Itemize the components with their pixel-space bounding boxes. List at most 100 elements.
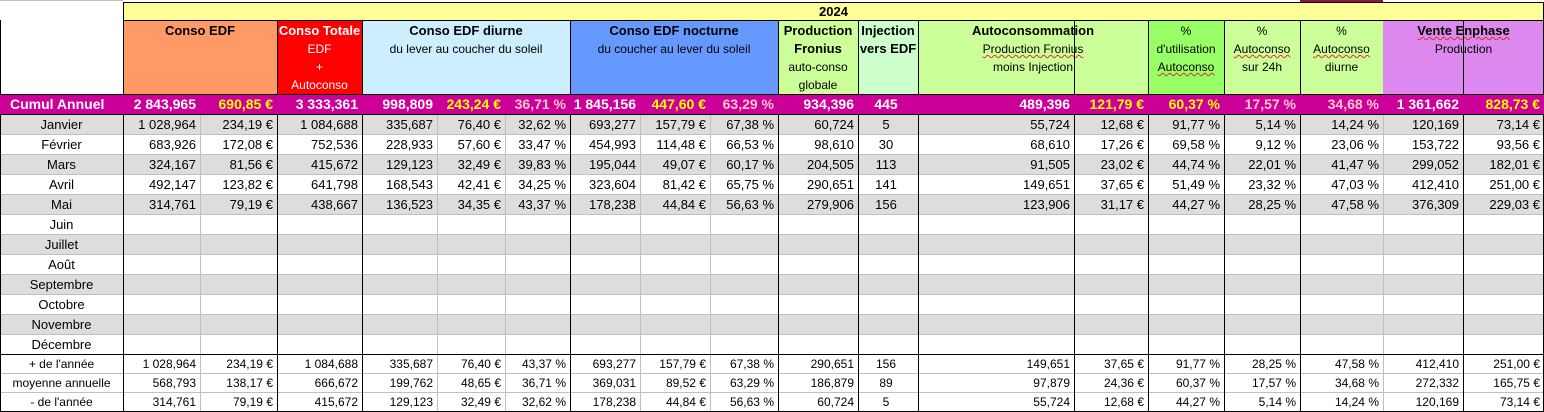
summary-cell[interactable]: 129,123	[389, 394, 433, 409]
data-cell[interactable]	[123, 294, 200, 314]
data-cell[interactable]: 251,00 €	[1463, 174, 1544, 194]
data-cell[interactable]	[362, 214, 437, 234]
data-cell[interactable]: 14,24 %	[1300, 114, 1383, 134]
data-cell[interactable]	[1074, 274, 1148, 294]
summary-cell[interactable]: 186,879	[810, 375, 854, 390]
data-cell[interactable]	[710, 334, 778, 354]
column-header-tot[interactable]: Conso Totale EDF + Autoconso	[277, 20, 362, 94]
data-cell[interactable]: 204,505	[778, 154, 858, 174]
data-cell[interactable]	[918, 314, 1074, 334]
data-cell[interactable]	[505, 274, 570, 294]
data-cell[interactable]: 149,651	[918, 174, 1074, 194]
summary-cell[interactable]: 369,031	[592, 375, 636, 390]
summary-cell[interactable]: 415,672	[314, 394, 358, 409]
data-cell[interactable]	[200, 314, 277, 334]
cumul-cell[interactable]: 1 361,662	[1383, 94, 1463, 114]
data-cell[interactable]	[640, 314, 710, 334]
data-cell[interactable]	[1224, 294, 1300, 314]
summary-cell[interactable]: 32,62 %	[521, 394, 566, 409]
data-cell[interactable]: 454,993	[570, 134, 640, 154]
data-cell[interactable]	[1074, 254, 1148, 274]
data-cell[interactable]	[123, 254, 200, 274]
data-cell[interactable]	[570, 214, 640, 234]
data-cell[interactable]	[858, 234, 918, 254]
cumul-cell[interactable]: 34,68 %	[1300, 94, 1383, 114]
summary-label[interactable]: - de l'année	[30, 394, 93, 409]
data-cell[interactable]	[1383, 334, 1463, 354]
data-cell[interactable]: 28,25 %	[1224, 194, 1300, 214]
data-cell[interactable]	[570, 234, 640, 254]
row-label[interactable]: Mai	[0, 194, 123, 214]
data-cell[interactable]	[505, 234, 570, 254]
data-cell[interactable]	[778, 334, 858, 354]
cumul-cell[interactable]: 828,73 €	[1463, 94, 1544, 114]
summary-cell[interactable]: 165,75 €	[1493, 375, 1540, 390]
cumul-cell[interactable]: 489,396	[918, 94, 1074, 114]
data-cell[interactable]	[918, 274, 1074, 294]
cumul-cell[interactable]: 447,60 €	[640, 94, 710, 114]
summary-cell[interactable]: 79,19 €	[232, 394, 273, 409]
data-cell[interactable]: 314,761	[123, 194, 200, 214]
summary-cell[interactable]: 199,762	[389, 375, 433, 390]
row-label[interactable]: Septembre	[0, 274, 123, 294]
summary-cell[interactable]: 234,19 €	[226, 356, 273, 371]
summary-cell[interactable]: 44,27 %	[1175, 394, 1220, 409]
data-cell[interactable]	[1383, 254, 1463, 274]
data-cell[interactable]	[1463, 274, 1544, 294]
data-cell[interactable]: 93,56 €	[1463, 134, 1544, 154]
data-cell[interactable]	[277, 234, 362, 254]
summary-cell[interactable]: 89,52 €	[665, 375, 706, 390]
summary-cell[interactable]: 32,49 €	[460, 394, 501, 409]
cumul-cell[interactable]: 2 843,965	[123, 94, 200, 114]
row-label[interactable]: Mars	[0, 154, 123, 174]
data-cell[interactable]: 23,02 €	[1074, 154, 1148, 174]
summary-cell[interactable]: 1 028,964	[142, 356, 196, 371]
data-cell[interactable]: 23,32 %	[1224, 174, 1300, 194]
data-cell[interactable]	[1148, 334, 1224, 354]
cumul-cell[interactable]: 1 845,156	[570, 94, 640, 114]
data-cell[interactable]: 37,65 €	[1074, 174, 1148, 194]
data-cell[interactable]	[123, 214, 200, 234]
row-label[interactable]: Octobre	[0, 294, 123, 314]
data-cell[interactable]	[1148, 254, 1224, 274]
cumul-cell[interactable]: 17,57 %	[1224, 94, 1300, 114]
data-cell[interactable]: 299,052	[1383, 154, 1463, 174]
data-cell[interactable]	[277, 294, 362, 314]
summary-label[interactable]: moyenne annuelle	[12, 375, 111, 390]
data-cell[interactable]: 5,14 %	[1224, 114, 1300, 134]
summary-cell[interactable]: 156	[875, 356, 897, 371]
data-cell[interactable]	[1148, 294, 1224, 314]
data-cell[interactable]: 182,01 €	[1463, 154, 1544, 174]
data-cell[interactable]	[858, 274, 918, 294]
data-cell[interactable]: 69,58 %	[1148, 134, 1224, 154]
summary-cell[interactable]: 272,332	[1415, 375, 1459, 390]
data-cell[interactable]: 5	[858, 114, 918, 134]
summary-cell[interactable]: 149,651	[1026, 356, 1070, 371]
row-label[interactable]: Janvier	[0, 114, 123, 134]
cumul-cell[interactable]: 934,396	[778, 94, 858, 114]
data-cell[interactable]	[1148, 214, 1224, 234]
summary-cell[interactable]: 43,37 %	[521, 356, 566, 371]
data-cell[interactable]: 91,505	[918, 154, 1074, 174]
data-cell[interactable]	[710, 254, 778, 274]
data-cell[interactable]	[640, 214, 710, 234]
data-cell[interactable]: 279,906	[778, 194, 858, 214]
data-cell[interactable]	[200, 274, 277, 294]
cumul-cell[interactable]: 690,85 €	[200, 94, 277, 114]
data-cell[interactable]: 30	[858, 134, 918, 154]
data-cell[interactable]	[1224, 274, 1300, 294]
cumul-cell[interactable]: 3 333,361	[277, 94, 362, 114]
data-cell[interactable]	[362, 334, 437, 354]
data-cell[interactable]: 693,277	[570, 114, 640, 134]
data-cell[interactable]	[505, 214, 570, 234]
summary-cell[interactable]: 44,84 €	[665, 394, 706, 409]
summary-cell[interactable]: 178,238	[592, 394, 636, 409]
data-cell[interactable]: 98,610	[778, 134, 858, 154]
cumul-cell[interactable]: 121,79 €	[1074, 94, 1148, 114]
data-cell[interactable]: 67,38 %	[710, 114, 778, 134]
data-cell[interactable]	[362, 254, 437, 274]
data-cell[interactable]	[505, 294, 570, 314]
data-cell[interactable]: 81,56 €	[200, 154, 277, 174]
cumul-cell[interactable]: 445	[858, 94, 918, 114]
cumul-cell[interactable]: 243,24 €	[437, 94, 505, 114]
